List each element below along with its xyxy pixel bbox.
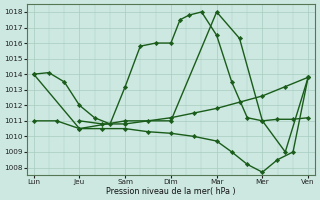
X-axis label: Pression niveau de la mer( hPa ): Pression niveau de la mer( hPa ): [106, 187, 236, 196]
